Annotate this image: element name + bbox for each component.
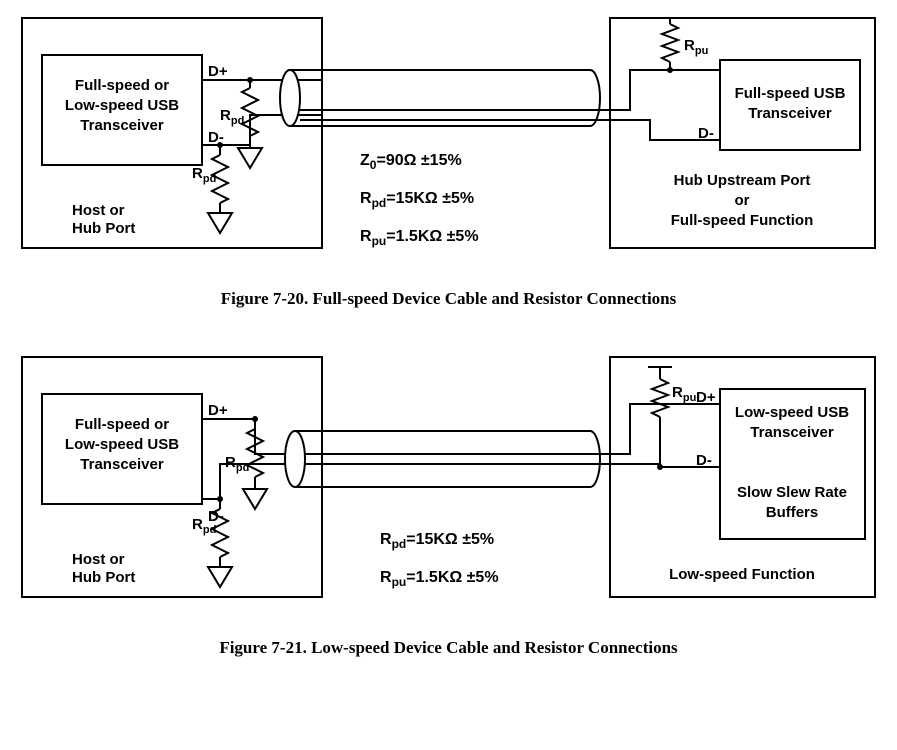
figure-7-20-svg: Full-speed or Low-speed USB Transceiver …: [10, 10, 887, 270]
ground-rpd1-b: [243, 489, 267, 509]
ground-rpd1: [238, 148, 262, 168]
device-footer-1: Hub Upstream Port: [674, 172, 811, 189]
host-box-line-3: Transceiver: [80, 117, 164, 134]
eq-rpu: Rpu=1.5KΩ ±5%: [360, 228, 479, 248]
cable-right-cap-2: [590, 431, 600, 487]
host-box-line-2b: Low-speed USB: [65, 436, 179, 453]
device-box-line-4b: Slow Slew Rate: [737, 484, 847, 501]
host-outer-box: [22, 18, 322, 248]
ground-rpd2: [208, 213, 232, 233]
eq-rpd-2: Rpd=15KΩ ±5%: [380, 531, 494, 551]
dminus-right-label-2: D-: [696, 452, 712, 469]
dplus-left-label: D+: [208, 63, 228, 80]
rpd2-label: Rpd: [192, 165, 216, 185]
dplus-left-label-2: D+: [208, 402, 228, 419]
resistor-rpd1: [242, 88, 258, 136]
eq-rpu-2: Rpu=1.5KΩ ±5%: [380, 569, 499, 589]
figure-7-20-caption: Figure 7-20. Full-speed Device Cable and…: [10, 289, 887, 309]
device-box-line-5b: Buffers: [766, 504, 819, 521]
device-box-line-1: Full-speed USB: [735, 85, 846, 102]
rpd1-label: Rpd: [220, 107, 244, 127]
cable-right-cap: [590, 70, 600, 126]
host-box-line-1b: Full-speed or: [75, 416, 169, 433]
eq-rpd: Rpd=15KΩ ±5%: [360, 190, 474, 210]
cable-left-cap-2: [285, 431, 305, 487]
host-box-line-1: Full-speed or: [75, 77, 169, 94]
host-footer-1b: Host or: [72, 551, 125, 568]
host-footer-2: Hub Port: [72, 220, 135, 237]
device-footer-1b: Low-speed Function: [669, 566, 815, 583]
dminus-right-label: D-: [698, 125, 714, 142]
resistor-rpu-2: [652, 379, 668, 417]
host-footer-2b: Hub Port: [72, 569, 135, 586]
device-footer-3: Full-speed Function: [671, 212, 814, 229]
rpu-label: Rpu: [684, 37, 708, 57]
dplus-right-label-2: D+: [696, 389, 716, 406]
cable-left-cap: [280, 70, 300, 126]
device-box-line-1b: Low-speed USB: [735, 404, 849, 421]
device-box-line-2: Transceiver: [748, 105, 832, 122]
eq-z0: Z0=90Ω ±15%: [360, 152, 462, 172]
host-box-line-2: Low-speed USB: [65, 97, 179, 114]
device-box-line-2b: Transceiver: [750, 424, 834, 441]
host-box-line-3b: Transceiver: [80, 456, 164, 473]
host-footer-1: Host or: [72, 202, 125, 219]
device-outer-box-2: [610, 357, 875, 597]
wire-dplus-right: [594, 70, 720, 110]
rpd1-label-b: Rpd: [225, 454, 249, 474]
ground-rpd2-b: [208, 567, 232, 587]
figure-7-21: Full-speed or Low-speed USB Transceiver …: [10, 349, 887, 658]
rpu-label-2: Rpu: [672, 384, 696, 404]
device-footer-2: or: [735, 192, 750, 209]
resistor-rpu: [662, 24, 678, 62]
figure-7-20: Full-speed or Low-speed USB Transceiver …: [10, 10, 887, 309]
figure-7-21-svg: Full-speed or Low-speed USB Transceiver …: [10, 349, 887, 619]
figure-7-21-caption: Figure 7-21. Low-speed Device Cable and …: [10, 638, 887, 658]
